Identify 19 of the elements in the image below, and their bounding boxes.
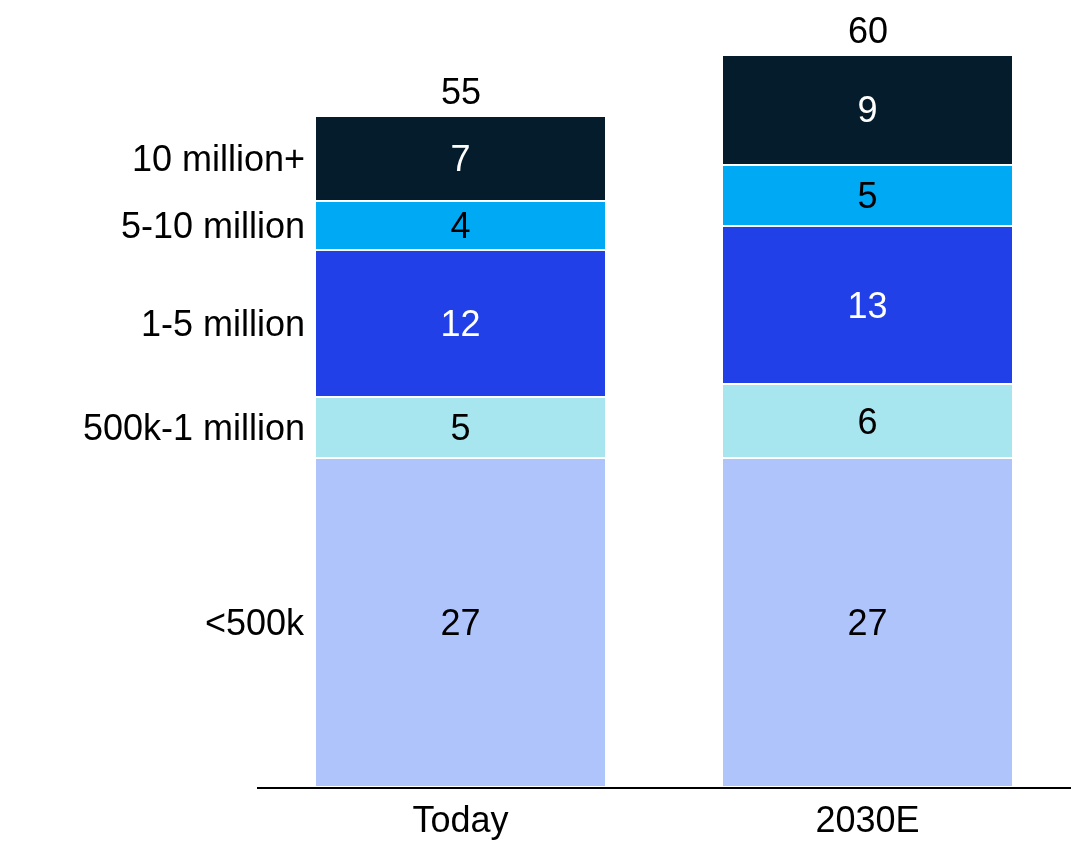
data-label: 6	[857, 400, 878, 442]
total-label: 60	[848, 10, 889, 51]
data-label: 5	[450, 406, 471, 448]
series-label: <500k	[205, 602, 306, 643]
data-label: 9	[857, 89, 878, 131]
data-label: 13	[847, 284, 888, 326]
data-label: 7	[450, 138, 471, 180]
data-label: 27	[847, 601, 888, 643]
data-label: 4	[450, 205, 471, 247]
series-label: 5-10 million	[121, 205, 306, 246]
total-label: 55	[441, 71, 482, 112]
data-label: 5	[857, 174, 878, 216]
data-label: 27	[440, 601, 481, 643]
series-label: 500k-1 million	[83, 407, 306, 448]
series-label: 10 million+	[132, 138, 306, 179]
data-label: 12	[440, 302, 481, 344]
series-label: 1-5 million	[141, 303, 306, 344]
x-tick-label: Today	[412, 798, 509, 840]
x-tick-label: 2030E	[815, 798, 920, 840]
